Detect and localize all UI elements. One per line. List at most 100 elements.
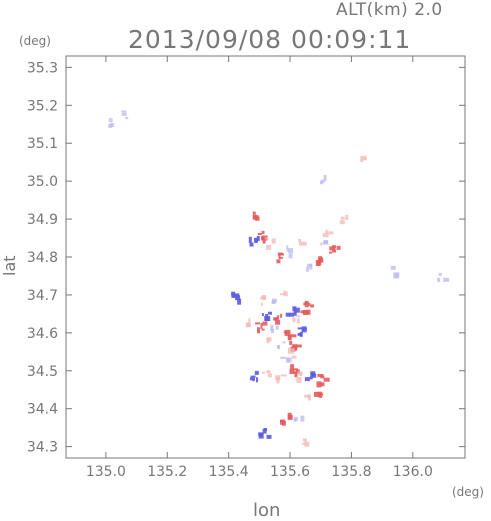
y-tick-label: 34.7	[27, 288, 58, 304]
echo-cell	[283, 291, 288, 297]
echo-cell	[292, 317, 296, 323]
echo-cell	[278, 255, 281, 259]
echo-cell	[288, 248, 293, 254]
echo-cell	[231, 293, 236, 298]
echo-cell	[261, 235, 268, 241]
echo-cell	[297, 371, 303, 376]
echo-cell	[293, 416, 298, 421]
y-tick-label: 34.3	[27, 440, 58, 456]
x-axis-label: lon	[253, 500, 281, 521]
y-tick-label: 35.1	[27, 136, 58, 152]
echo-cell	[255, 322, 260, 325]
echo-cell	[305, 301, 308, 304]
echo-cell	[296, 376, 302, 383]
echo-cell	[248, 236, 252, 243]
echo-cell	[332, 245, 336, 249]
echo-cell	[125, 117, 129, 120]
echo-cell	[289, 312, 294, 317]
echo-cell	[299, 331, 303, 337]
echo-cell	[108, 118, 113, 123]
echo-cell	[322, 233, 329, 238]
echo-cell	[289, 340, 293, 345]
echo-cell	[280, 356, 287, 359]
echo-cell	[301, 326, 307, 333]
echo-cell	[282, 341, 286, 344]
echo-cell	[264, 428, 268, 431]
echo-cell	[320, 181, 323, 185]
x-axis: 135.0 135.2 135.4 135.6 135.8 136.0	[86, 56, 433, 480]
echo-cell	[292, 348, 295, 352]
echo-cell	[360, 156, 364, 162]
echo-cell	[261, 236, 264, 241]
echo-cell	[293, 368, 298, 371]
echo-cell	[304, 377, 310, 382]
echo-cell	[293, 307, 300, 313]
y-tick-label: 34.8	[27, 250, 58, 266]
echo-cell	[300, 310, 306, 314]
echo-cell	[304, 441, 310, 447]
echo-cell	[261, 328, 265, 331]
echo-cell	[287, 335, 292, 341]
echo-cell	[287, 414, 293, 420]
echo-cell	[289, 369, 295, 375]
y-tick-label: 34.9	[27, 212, 58, 228]
echo-cell	[300, 415, 305, 422]
echo-cell	[316, 381, 322, 388]
echo-cell	[275, 375, 281, 381]
echo-cell	[336, 245, 341, 250]
echo-cell	[275, 325, 279, 330]
echo-cell	[262, 238, 266, 244]
echo-cell	[267, 337, 272, 342]
echo-cell	[285, 357, 290, 363]
plot-frame	[65, 55, 466, 459]
echo-cell	[268, 311, 272, 315]
echo-cell	[303, 302, 306, 306]
echo-cell	[290, 364, 295, 371]
echo-cell	[307, 263, 313, 267]
echo-cell	[250, 375, 256, 378]
echo-cell	[329, 251, 333, 254]
echo-cell	[340, 216, 345, 220]
echo-cell	[288, 253, 293, 259]
echo-cell	[395, 272, 399, 278]
x-unit-label: (deg)	[452, 485, 484, 499]
echo-cell	[293, 311, 297, 316]
echo-cell	[257, 233, 262, 235]
echo-cell	[261, 303, 264, 306]
echo-cell	[297, 327, 304, 330]
y-tick-label: 35.3	[27, 60, 58, 76]
echo-cell	[317, 374, 324, 377]
echo-cell	[306, 266, 310, 272]
echo-cell	[323, 377, 330, 382]
echo-cell	[266, 337, 270, 341]
timestamp-title: 2013/09/08 00:09:11	[128, 25, 412, 54]
echo-cell	[255, 216, 260, 221]
echo-cell	[255, 239, 258, 243]
y-tick-label: 34.5	[27, 364, 58, 380]
echo-cell	[270, 324, 274, 331]
echo-cell	[280, 253, 284, 256]
echo-cell	[339, 220, 345, 225]
altitude-label: ALT(km) 2.0	[336, 0, 443, 20]
echo-cell	[252, 214, 257, 220]
echo-cell	[302, 241, 307, 246]
echo-cell	[257, 327, 260, 334]
echo-cell	[315, 260, 320, 266]
y-unit-label: (deg)	[19, 34, 51, 48]
echo-cell	[249, 242, 254, 247]
echo-cell	[302, 438, 307, 442]
echo-cell	[277, 315, 280, 320]
y-tick-label: 34.4	[27, 402, 58, 418]
echo-cell	[260, 323, 263, 329]
echo-cell	[266, 244, 272, 250]
echo-cell	[324, 240, 329, 244]
x-tick-label: 135.0	[86, 464, 126, 480]
echo-cell	[304, 301, 309, 308]
echo-cell	[266, 340, 270, 344]
echo-layer	[108, 110, 450, 447]
y-tick-label: 35.2	[27, 98, 58, 114]
echo-cell	[332, 249, 337, 253]
echo-cell	[276, 259, 281, 264]
echo-cell	[318, 257, 323, 260]
